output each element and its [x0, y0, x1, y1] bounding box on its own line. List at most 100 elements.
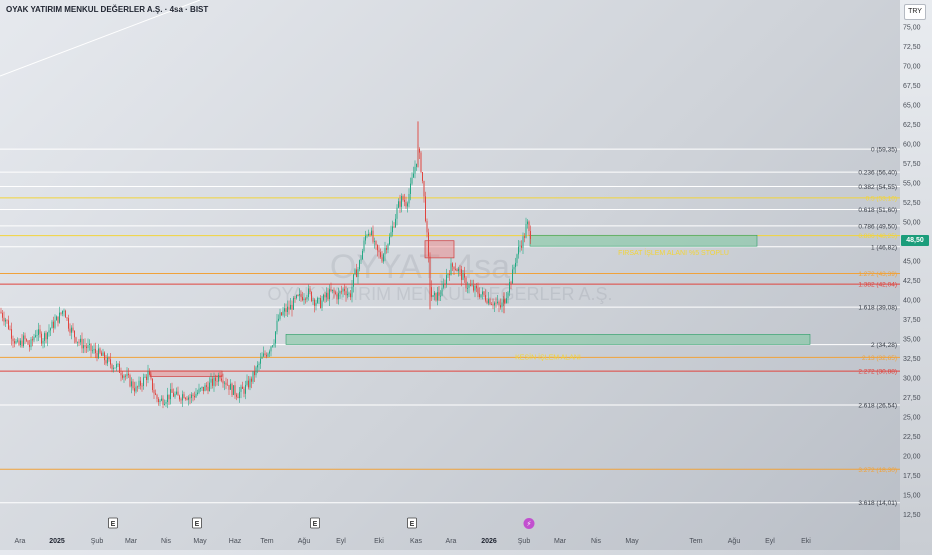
candle-body: [416, 163, 417, 167]
candle-body: [330, 289, 332, 291]
zones-layer: FIRSAT İŞLEM ALANI %5 STOPLU KESİN İŞLEM …: [149, 234, 811, 377]
candle-body: [359, 260, 360, 270]
trend-line: [0, 0, 201, 77]
candle-body: [498, 301, 500, 306]
time-tick-label: Tem: [260, 538, 273, 545]
candle-body: [287, 306, 288, 312]
candle-body: [255, 367, 257, 376]
currency-button[interactable]: TRY: [904, 4, 926, 20]
earnings-event-label: E: [111, 521, 116, 528]
candle-body: [215, 377, 216, 381]
candle-body: [381, 257, 383, 262]
candle-body: [458, 268, 459, 272]
candle-body: [387, 244, 389, 250]
candle-body: [161, 398, 162, 401]
candle-body: [246, 380, 248, 385]
candle-body: [179, 395, 180, 400]
candle-body: [297, 295, 299, 296]
candle-body: [431, 287, 432, 297]
candle-body: [227, 384, 228, 386]
candle-body: [8, 320, 9, 329]
candle-body: [23, 335, 24, 347]
candle-body: [351, 286, 353, 298]
candle-body: [485, 295, 486, 301]
candle-body: [44, 333, 45, 341]
candle-body: [120, 372, 122, 376]
candle-body: [405, 201, 407, 207]
candle-body: [69, 328, 71, 333]
price-tick-label: 62,50: [903, 122, 921, 129]
price-tick-label: 35,00: [903, 337, 921, 344]
candle-body: [50, 328, 51, 331]
chart-area[interactable]: OYYAT, 4sa OYAK YATIRIM MENKUL DEĞERLER A…: [0, 0, 900, 550]
candle-body: [294, 297, 296, 299]
candle-body: [449, 274, 450, 276]
price-tick-label: 75,00: [903, 25, 921, 32]
candle-body: [191, 394, 192, 398]
candle-body: [170, 389, 171, 400]
candle-body: [419, 148, 420, 153]
candle-body: [168, 394, 170, 400]
candles-layer: [0, 121, 531, 409]
time-tick-label: Kas: [410, 538, 423, 545]
price-tick-label: 27,50: [903, 395, 921, 402]
time-tick-label: May: [625, 538, 639, 545]
candle-body: [314, 299, 315, 306]
candle-body: [134, 388, 135, 392]
candle-body: [315, 302, 317, 306]
price-tick-label: 57,50: [903, 161, 921, 168]
candle-body: [269, 351, 270, 354]
candle-body: [375, 241, 377, 245]
candle-body: [530, 231, 531, 239]
candle-body: [188, 397, 189, 400]
candle-body: [281, 312, 282, 316]
candle-body: [12, 338, 14, 342]
candle-body: [339, 291, 341, 294]
candle-body: [327, 292, 329, 300]
price-tick-label: 42,50: [903, 278, 921, 285]
candle-body: [29, 344, 30, 348]
candle-body: [195, 394, 197, 398]
candle-body: [461, 269, 462, 280]
candle-body: [42, 340, 44, 344]
candle-body: [140, 380, 141, 386]
candle-body: [203, 386, 204, 392]
candle-body: [345, 291, 347, 296]
candle-body: [363, 240, 365, 251]
watermark-ticker: OYYAT, 4sa: [330, 248, 510, 286]
candle-body: [512, 269, 513, 284]
candle-body: [422, 172, 423, 181]
price-tick-label: 52,50: [903, 200, 921, 207]
candle-body: [366, 235, 368, 237]
candle-body: [90, 343, 92, 351]
candle-body: [63, 310, 65, 312]
candle-body: [312, 299, 314, 301]
candle-body: [383, 254, 384, 262]
candle-body: [144, 376, 146, 378]
candle-body: [81, 338, 83, 349]
price-chart[interactable]: OYYAT, 4sa OYAK YATIRIM MENKUL DEĞERLER A…: [0, 0, 900, 550]
candle-body: [105, 360, 107, 364]
candle-body: [407, 203, 408, 207]
candle-body: [423, 180, 425, 197]
candle-body: [6, 319, 8, 321]
time-tick-label: May: [193, 538, 207, 545]
candle-body: [378, 250, 380, 253]
event-markers: E E E E ⚡: [108, 517, 535, 529]
candle-body: [311, 291, 312, 301]
price-tick-label: 40,00: [903, 298, 921, 305]
candle-body: [333, 289, 335, 293]
fib-level-label: 0.786 (49,50): [858, 223, 897, 230]
candle-body: [149, 371, 150, 375]
candle-body: [18, 340, 20, 345]
price-axis[interactable]: 75,00 72,50 70,00 67,50 65,00 62,50 60,00 57,50…: [900, 0, 932, 550]
candle-body: [525, 224, 527, 238]
candle-body: [86, 346, 87, 349]
candle-body: [201, 386, 203, 389]
fib-level-label: 1 (46,82): [871, 244, 897, 251]
candle-body: [177, 391, 179, 396]
candle-body: [15, 341, 17, 344]
price-tick-label: 20,00: [903, 454, 921, 461]
candle-body: [492, 304, 494, 306]
candle-body: [264, 353, 266, 355]
